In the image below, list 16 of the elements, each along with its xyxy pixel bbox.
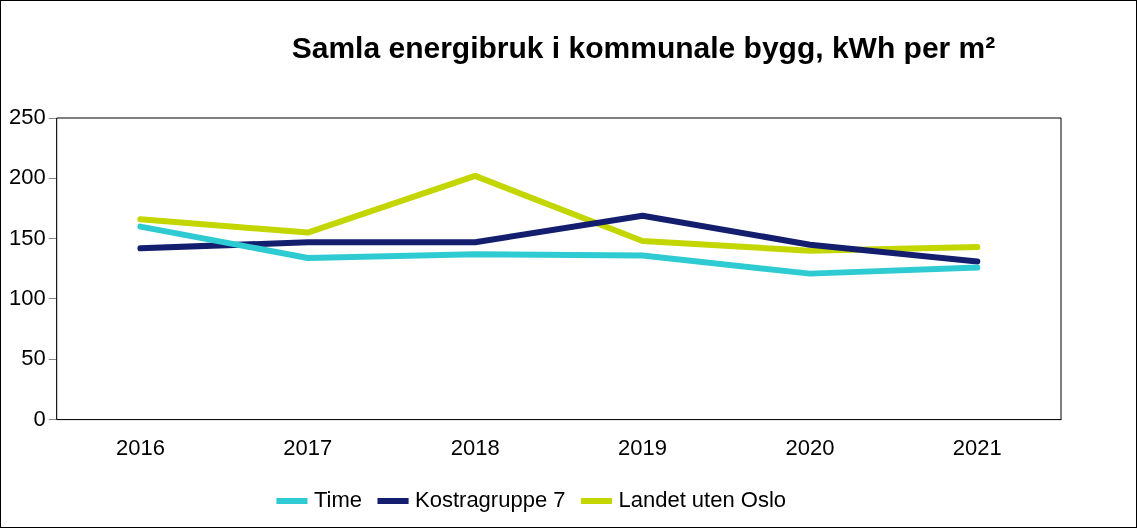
x-tick-label: 2017: [283, 434, 333, 460]
legend-label: Kostragruppe 7: [415, 487, 566, 513]
x-tick-label: 2019: [618, 434, 668, 460]
y-tick-label: 50: [21, 345, 46, 371]
y-tick-label: 250: [8, 104, 46, 130]
x-tick-label: 2018: [450, 434, 500, 460]
y-tick-label: 0: [33, 405, 46, 431]
y-tick-label: 200: [8, 164, 46, 190]
x-tick-label: 2020: [785, 434, 835, 460]
x-tick-label: 2016: [115, 434, 165, 460]
chart-title: Samla energibruk i kommunale bygg, kWh per m²: [290, 31, 997, 65]
y-tick-label: 150: [8, 224, 46, 250]
legend-label: Time: [313, 487, 363, 513]
x-tick-label: 2021: [952, 434, 1002, 460]
y-tick-label: 100: [8, 285, 46, 311]
legend-label: Landet uten Oslo: [618, 487, 787, 513]
